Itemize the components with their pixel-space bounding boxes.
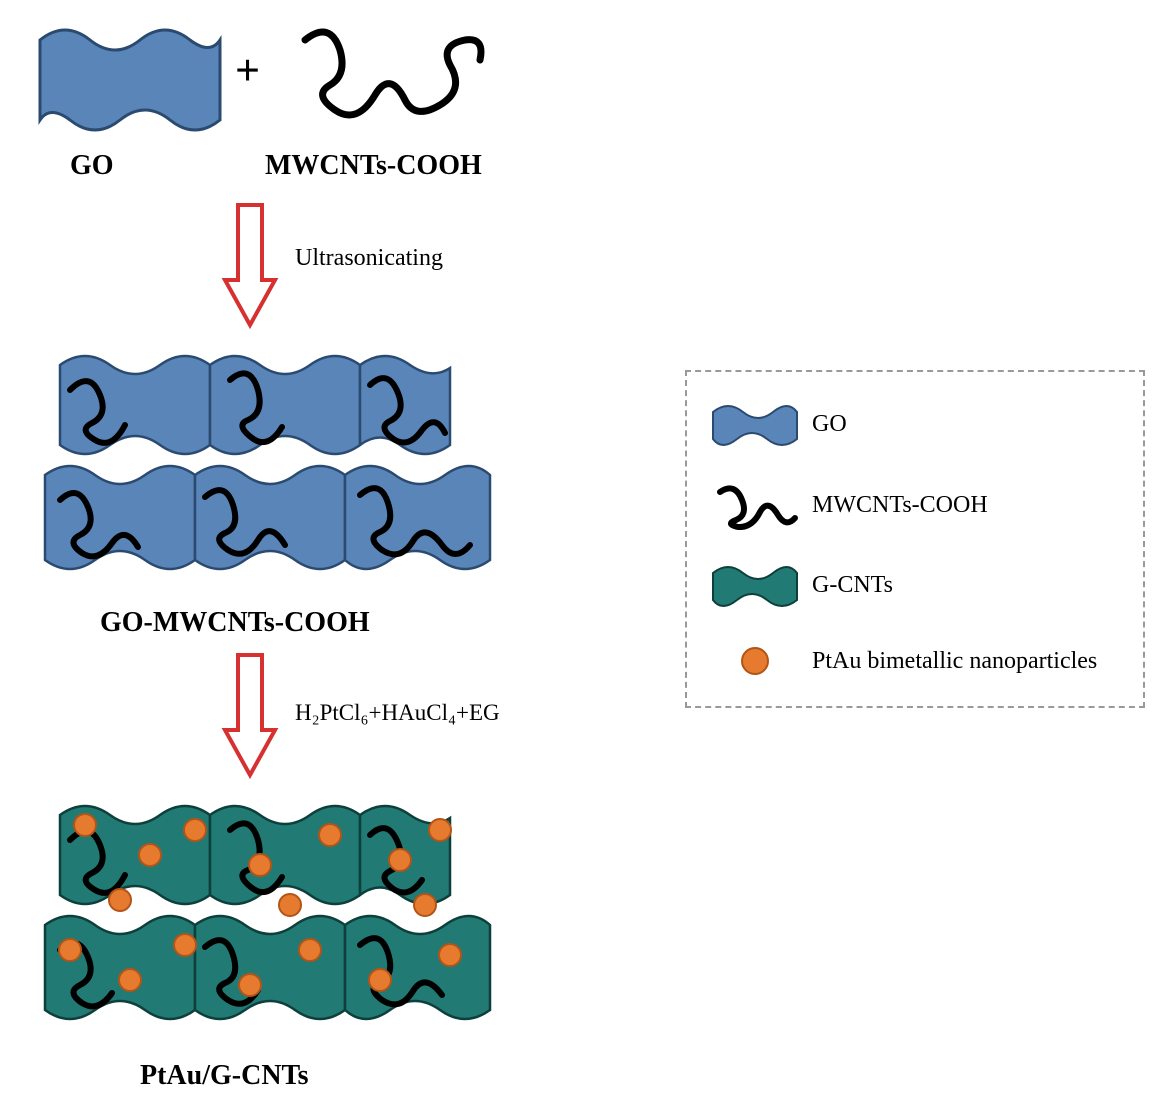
legend-box: GO MWCNTs-COOH G-CNTs PtAu bimetallic na…: [685, 370, 1145, 708]
legend-row-gcnts: G-CNTs: [707, 558, 1123, 613]
ptau-gcnts-composite-icon: [30, 785, 500, 1055]
legend-go-icon: [707, 397, 802, 452]
ptau-gcnts-label: PtAu/G-CNTs: [140, 1060, 309, 1092]
go-sheet-icon: [35, 15, 225, 145]
legend-gcnts-icon: [707, 558, 802, 613]
go-label: GO: [70, 150, 114, 182]
step2-label: H₂PtCl₆+HAuCl₄+EG: [295, 700, 500, 726]
legend-row-mwcnts: MWCNTs-COOH: [707, 480, 1123, 530]
legend-gcnts-text: G-CNTs: [812, 572, 893, 599]
mwcnts-icon: [285, 15, 495, 135]
arrow-2: [220, 650, 280, 780]
step1-label: Ultrasonicating: [295, 245, 443, 272]
plus-sign: +: [235, 45, 260, 96]
legend-go-text: GO: [812, 411, 847, 438]
legend-ptau-text: PtAu bimetallic nanoparticles: [812, 648, 1097, 675]
mwcnts-label: MWCNTs-COOH: [265, 150, 482, 182]
legend-mwcnts-text: MWCNTs-COOH: [812, 492, 988, 519]
legend-mwcnts-icon: [707, 480, 802, 530]
go-mwcnts-label: GO-MWCNTs-COOH: [100, 607, 370, 639]
go-mwcnts-composite-icon: [30, 335, 500, 605]
arrow-1: [220, 200, 280, 330]
legend-row-go: GO: [707, 397, 1123, 452]
legend-ptau-icon: [707, 641, 802, 681]
legend-row-ptau: PtAu bimetallic nanoparticles: [707, 641, 1123, 681]
